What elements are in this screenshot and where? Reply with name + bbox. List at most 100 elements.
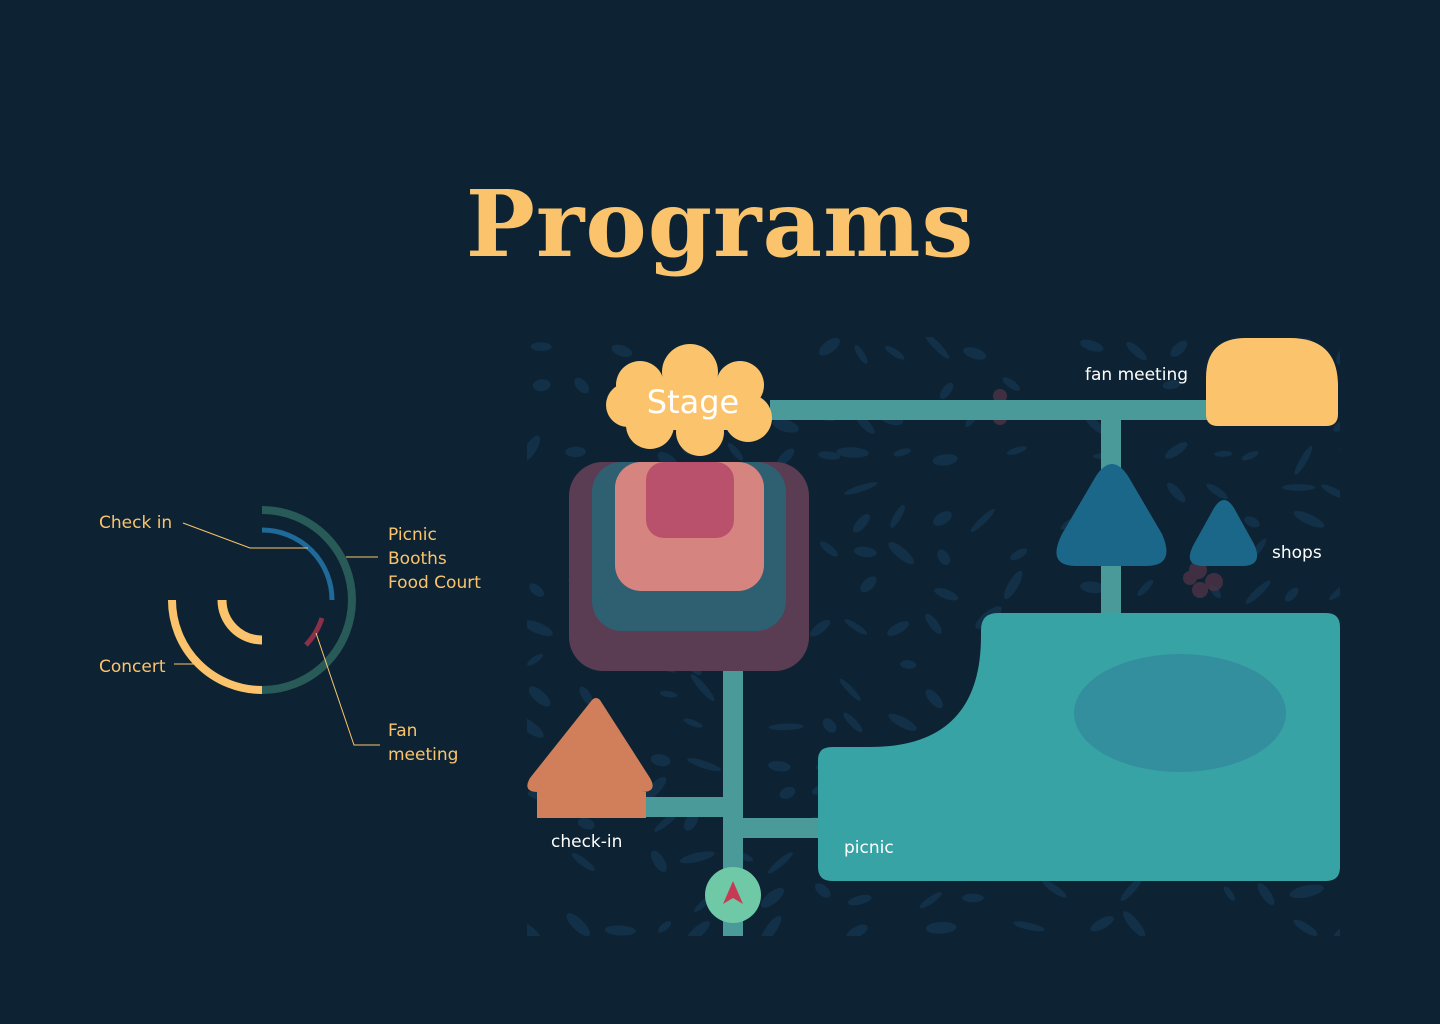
- leaf-mark: [853, 514, 870, 533]
- leaf-mark: [760, 887, 784, 908]
- legend-food-court: Food Court: [388, 573, 481, 593]
- leaf-mark: [843, 712, 863, 733]
- leaf-mark: [890, 504, 905, 528]
- legend-meeting: meeting: [388, 745, 458, 765]
- festival-map: Stage fan meeting shops check-in picnic: [527, 337, 1340, 936]
- leaf-mark: [810, 619, 831, 637]
- leaf-mark: [1006, 446, 1027, 455]
- leaf-mark: [847, 894, 872, 906]
- leaf-mark: [1214, 450, 1233, 457]
- leaf-mark: [685, 920, 710, 936]
- navigation-arrow-icon: [723, 881, 743, 904]
- leaf-mark: [932, 454, 958, 466]
- leaf-mark: [683, 718, 703, 728]
- leaf-mark: [527, 716, 544, 738]
- leaf-mark: [1120, 877, 1142, 902]
- stage-cloud: [606, 344, 772, 456]
- leaf-mark: [1336, 345, 1340, 365]
- leaf-mark: [565, 446, 586, 458]
- leaf-mark: [1289, 884, 1324, 899]
- leaf-mark: [577, 817, 595, 830]
- legend-concert: Concert: [99, 657, 166, 677]
- leaf-mark: [1166, 482, 1186, 503]
- leaf-mark: [818, 337, 840, 356]
- leaf-mark: [650, 850, 667, 872]
- leaf-mark: [604, 925, 636, 936]
- leaf-mark: [644, 776, 667, 801]
- leaf-mark: [527, 922, 542, 936]
- leaf-mark: [659, 690, 678, 698]
- leaf-mark: [566, 913, 590, 936]
- leaf-mark: [1281, 484, 1316, 491]
- leaf-mark: [658, 921, 672, 933]
- ring-legend: Check in Concert Picnic Booths Food Cour…: [99, 506, 481, 765]
- leaf-mark: [529, 583, 544, 597]
- flower-icon: [1183, 561, 1223, 598]
- leaf-mark: [854, 345, 868, 364]
- leaf-mark: [853, 546, 877, 558]
- leaf-mark: [822, 718, 837, 733]
- leaf-mark: [528, 686, 551, 707]
- legend-picnic: Picnic: [388, 525, 437, 545]
- leaf-mark: [1293, 919, 1318, 936]
- leaf-mark: [925, 921, 957, 934]
- picnic-pond: [1074, 654, 1286, 772]
- leaf-mark: [768, 723, 804, 731]
- ring-checkin-arc: [261, 527, 335, 601]
- shops-tree-large: [1056, 464, 1167, 566]
- leaf-mark: [1284, 587, 1299, 602]
- leaf-mark: [1244, 516, 1260, 528]
- leaf-mark: [1080, 339, 1104, 352]
- leaf-mark: [885, 345, 905, 360]
- leaf-mark: [527, 653, 544, 666]
- leaf-mark: [611, 344, 633, 357]
- leaf-mark: [933, 511, 952, 526]
- legend-booths: Booths: [388, 549, 447, 569]
- check-in-house-icon: [527, 698, 653, 818]
- leaf-mark: [925, 613, 942, 634]
- fan-meeting-label: fan meeting: [1085, 365, 1188, 385]
- leaf-mark: [1002, 377, 1021, 391]
- check-in-label: check-in: [551, 832, 622, 852]
- leaf-mark: [760, 915, 782, 936]
- ring-fan-meeting-arc: [304, 617, 325, 647]
- leaf-mark: [1339, 446, 1340, 472]
- leaf-mark: [687, 758, 721, 772]
- leaf-mark: [1245, 580, 1271, 604]
- leaf-mark: [970, 508, 995, 533]
- leaf-mark: [527, 620, 553, 637]
- leaf-mark: [888, 713, 917, 731]
- legend-check-in: Check in: [99, 513, 172, 533]
- leaf-mark: [767, 852, 793, 874]
- legend-fan: Fan: [388, 721, 417, 741]
- leaf-mark: [1004, 570, 1023, 600]
- leaf-mark: [1162, 379, 1181, 390]
- leaf-mark: [1080, 581, 1105, 594]
- leader-line-check-in: [182, 522, 308, 549]
- leaf-mark: [1090, 916, 1114, 932]
- leaf-mark: [1137, 579, 1154, 597]
- leaf-mark: [893, 448, 911, 457]
- leaf-mark: [888, 541, 914, 565]
- leaf-mark: [1330, 925, 1340, 936]
- leaf-mark: [777, 448, 795, 466]
- leaf-mark: [887, 621, 910, 636]
- leaf-mark: [925, 689, 943, 709]
- leaf-mark: [768, 761, 791, 772]
- leaf-mark: [772, 418, 799, 433]
- leaf-mark: [934, 587, 959, 601]
- leaf-mark: [939, 382, 954, 399]
- leaf-mark: [919, 892, 942, 909]
- leaf-mark: [1013, 921, 1045, 932]
- leaf-mark: [963, 347, 987, 360]
- leaf-mark: [574, 377, 590, 394]
- picnic-label: picnic: [844, 838, 894, 858]
- leaf-mark: [527, 435, 541, 462]
- leaf-mark: [1010, 548, 1028, 561]
- leaf-mark: [844, 482, 878, 495]
- ring-inner-concert: [217, 599, 263, 645]
- leaf-mark: [819, 541, 839, 557]
- leaf-mark: [779, 786, 796, 799]
- shops-tree-small: [1189, 500, 1258, 566]
